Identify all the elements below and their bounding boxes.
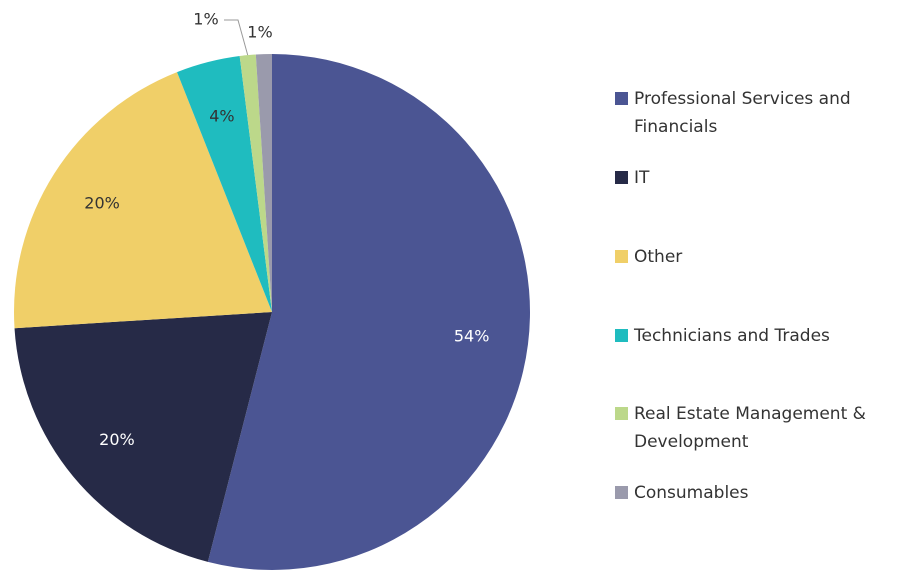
data-label: 1% (193, 10, 218, 29)
leader-line (224, 19, 249, 56)
legend-label: IT (634, 168, 650, 188)
legend-label: Real Estate Management & Development (634, 404, 866, 452)
pie-slice (207, 54, 530, 570)
data-label: 1% (247, 23, 272, 42)
legend-label: Other (634, 247, 683, 267)
legend-entry: IT (615, 164, 895, 192)
legend-swatch (615, 407, 628, 420)
legend-swatch (615, 486, 628, 499)
data-label: 20% (84, 194, 120, 213)
pie-slice (14, 312, 273, 562)
legend-entry: Technicians and Trades (615, 322, 895, 350)
legend-label: Professional Services and Financials (634, 89, 851, 137)
legend-entry: Consumables (615, 479, 895, 507)
data-label: 4% (209, 107, 234, 126)
data-label: 54% (454, 327, 490, 346)
data-label: 20% (99, 430, 135, 449)
legend-swatch (615, 250, 628, 263)
pie-slice (255, 54, 272, 312)
legend-label: Technicians and Trades (634, 326, 830, 346)
pie-slice (13, 72, 272, 329)
pie-slice (239, 54, 272, 313)
legend-entry: Real Estate Management & Development (615, 400, 895, 456)
legend-swatch (615, 92, 628, 105)
legend-swatch (615, 329, 628, 342)
legend-entry: Other (615, 243, 895, 271)
legend-entry: Professional Services and Financials (615, 85, 895, 141)
legend-swatch (615, 171, 628, 184)
pie-slice (177, 56, 272, 312)
legend-label: Consumables (634, 483, 749, 503)
